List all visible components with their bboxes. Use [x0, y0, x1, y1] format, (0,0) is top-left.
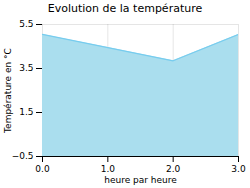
html-text:Evolution de la température: Evolution de la température — [47, 2, 203, 15]
svg-text:heure par heure: heure par heure — [104, 175, 177, 185]
svg-text:0.0: 0.0 — [35, 164, 50, 174]
svg-text:3.5: 3.5 — [19, 63, 33, 73]
svg-text:5.5: 5.5 — [19, 19, 33, 29]
svg-text:−0.5: −0.5 — [12, 151, 34, 161]
svg-text:Température en °C: Température en °C — [3, 48, 13, 134]
svg-text:3.0: 3.0 — [231, 164, 246, 174]
svg-text:1.0: 1.0 — [101, 164, 116, 174]
svg-text:2.0: 2.0 — [166, 164, 181, 174]
svg-text:1.5: 1.5 — [19, 107, 33, 117]
